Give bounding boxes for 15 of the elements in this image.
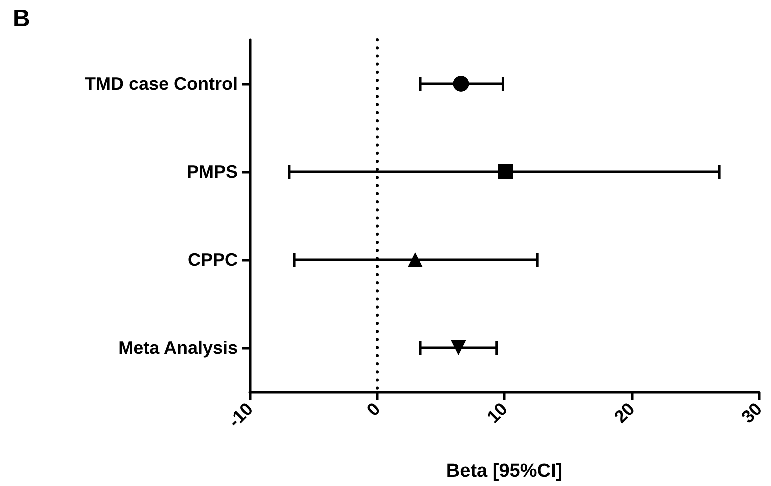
y-tick-label: Meta Analysis: [118, 338, 238, 358]
y-tick-label: TMD case Control: [84, 74, 238, 94]
x-tick-label: -10: [224, 398, 258, 432]
y-tick-label: CPPC: [188, 250, 238, 270]
point: [453, 76, 470, 92]
x-tick-label: 20: [610, 398, 639, 428]
point: [498, 164, 514, 180]
text: B: [13, 6, 30, 32]
point: [408, 252, 423, 268]
x-tick-label: 10: [483, 398, 512, 428]
y-tick-label: PMPS: [186, 162, 238, 182]
point: [451, 340, 466, 356]
x-axis-title: Beta [95%CI]: [446, 461, 563, 482]
x-tick-label: 30: [738, 398, 766, 428]
x-tick-label: 0: [363, 398, 384, 420]
